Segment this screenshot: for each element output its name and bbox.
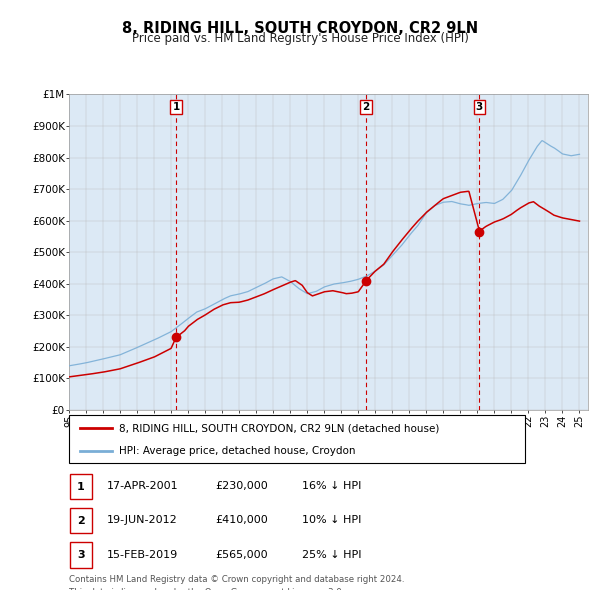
- Text: 1: 1: [172, 102, 179, 112]
- Text: 2: 2: [362, 102, 370, 112]
- Text: 2: 2: [77, 516, 85, 526]
- Text: 15-FEB-2019: 15-FEB-2019: [107, 550, 178, 559]
- Text: Contains HM Land Registry data © Crown copyright and database right 2024.: Contains HM Land Registry data © Crown c…: [69, 575, 404, 584]
- Text: 8, RIDING HILL, SOUTH CROYDON, CR2 9LN: 8, RIDING HILL, SOUTH CROYDON, CR2 9LN: [122, 21, 478, 35]
- Text: Price paid vs. HM Land Registry's House Price Index (HPI): Price paid vs. HM Land Registry's House …: [131, 32, 469, 45]
- Text: This data is licensed under the Open Government Licence v3.0.: This data is licensed under the Open Gov…: [69, 588, 344, 590]
- Text: 19-JUN-2012: 19-JUN-2012: [107, 516, 178, 525]
- Text: 16% ↓ HPI: 16% ↓ HPI: [302, 481, 361, 491]
- Text: £410,000: £410,000: [215, 516, 268, 525]
- Text: 17-APR-2001: 17-APR-2001: [107, 481, 178, 491]
- Text: 1: 1: [77, 481, 85, 491]
- Text: 25% ↓ HPI: 25% ↓ HPI: [302, 550, 361, 559]
- Text: HPI: Average price, detached house, Croydon: HPI: Average price, detached house, Croy…: [119, 445, 356, 455]
- Text: 3: 3: [476, 102, 483, 112]
- Text: 3: 3: [77, 550, 85, 560]
- Text: £230,000: £230,000: [215, 481, 268, 491]
- Text: 10% ↓ HPI: 10% ↓ HPI: [302, 516, 361, 525]
- Text: 8, RIDING HILL, SOUTH CROYDON, CR2 9LN (detached house): 8, RIDING HILL, SOUTH CROYDON, CR2 9LN (…: [119, 423, 440, 433]
- Text: £565,000: £565,000: [215, 550, 268, 559]
